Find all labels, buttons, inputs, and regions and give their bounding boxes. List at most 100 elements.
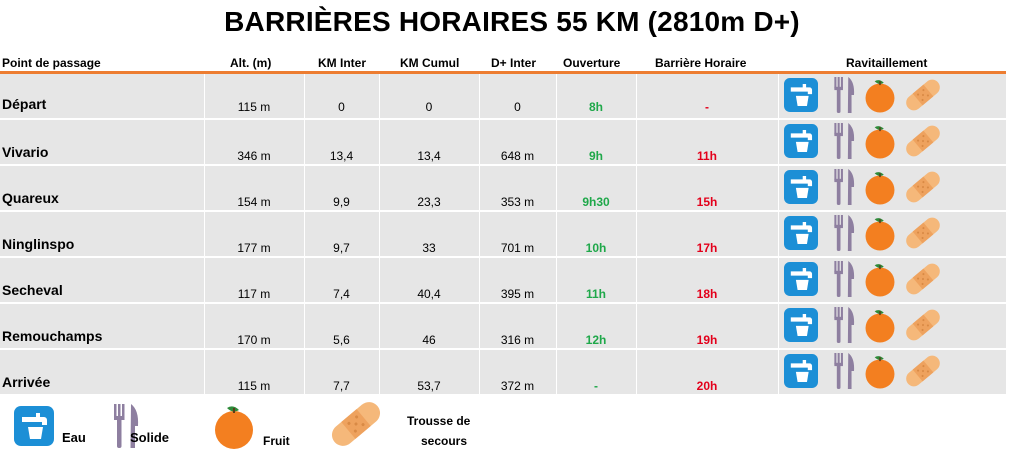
cell-divider bbox=[304, 258, 305, 303]
legend-solide-label: Solide bbox=[130, 430, 170, 445]
cell-d-inter: 316 m bbox=[500, 333, 535, 347]
cell-alt: 170 m bbox=[237, 333, 271, 347]
water-icon bbox=[784, 261, 818, 297]
cell-barriere: 20h bbox=[696, 379, 718, 393]
cell-d-inter: 353 m bbox=[500, 195, 535, 209]
cell-km-inter: 7,4 bbox=[333, 287, 350, 301]
orange-icon bbox=[213, 402, 255, 450]
checkpoint-name: Vivario bbox=[2, 144, 49, 160]
cell-divider bbox=[636, 166, 637, 211]
ravitaillement-icons bbox=[784, 352, 954, 392]
cell-divider bbox=[479, 350, 480, 395]
cell-divider bbox=[778, 166, 779, 211]
cutlery-icon bbox=[832, 353, 858, 389]
cell-ouverture: 8h bbox=[588, 100, 603, 114]
cell-divider bbox=[379, 304, 380, 349]
cell-km-cumul: 40,4 bbox=[417, 287, 441, 301]
cell-barriere: 17h bbox=[696, 241, 718, 255]
cell-barriere: 19h bbox=[696, 333, 718, 347]
cell-divider bbox=[556, 212, 557, 257]
ravitaillement-icons bbox=[784, 122, 954, 162]
cell-divider bbox=[204, 350, 205, 395]
cutlery-icon bbox=[832, 169, 858, 205]
cell-barriere: - bbox=[705, 100, 709, 114]
page-title: BARRIÈRES HORAIRES 55 KM (2810m D+) bbox=[224, 6, 800, 37]
cell-barriere: 15h bbox=[696, 195, 718, 209]
cell-divider bbox=[379, 74, 380, 119]
cell-divider bbox=[379, 258, 380, 303]
header-km-cumul: KM Cumul bbox=[400, 56, 460, 70]
checkpoint-name: Arrivée bbox=[2, 374, 51, 390]
header-km-inter: KM Inter bbox=[318, 56, 366, 70]
water-icon bbox=[784, 123, 818, 159]
cell-d-inter: 0 bbox=[514, 100, 521, 114]
cell-divider bbox=[778, 74, 779, 119]
cell-ouverture: 9h bbox=[588, 149, 603, 163]
header-ouverture: Ouverture bbox=[563, 56, 621, 70]
header-point: Point de passage bbox=[2, 56, 101, 70]
checkpoint-name: Remouchamps bbox=[2, 328, 103, 344]
cell-divider bbox=[778, 258, 779, 303]
orange-icon bbox=[864, 306, 896, 344]
cell-d-inter: 701 m bbox=[500, 241, 535, 255]
cell-ouverture: 9h30 bbox=[582, 195, 610, 209]
checkpoint-name: Départ bbox=[2, 96, 47, 112]
cell-barriere: 11h bbox=[696, 149, 717, 163]
cell-km-cumul: 23,3 bbox=[417, 195, 441, 209]
cell-divider bbox=[479, 304, 480, 349]
orange-icon bbox=[864, 214, 896, 252]
water-icon bbox=[784, 307, 818, 343]
water-icon bbox=[784, 77, 818, 113]
cell-divider bbox=[636, 74, 637, 119]
legend: Eau Solide Fruit Trousse de secours bbox=[0, 398, 1024, 475]
bandage-icon bbox=[902, 168, 944, 206]
table-header: Point de passage Alt. (m) KM Inter KM Cu… bbox=[0, 52, 1006, 74]
cell-divider bbox=[304, 166, 305, 211]
bandage-icon bbox=[902, 352, 944, 390]
cutlery-icon bbox=[832, 307, 858, 343]
cell-divider bbox=[636, 304, 637, 349]
cell-ouverture: 10h bbox=[585, 241, 607, 255]
cell-km-inter: 13,4 bbox=[329, 149, 354, 163]
orange-icon bbox=[864, 260, 896, 298]
cell-divider bbox=[556, 74, 557, 119]
cell-alt: 115 m bbox=[237, 379, 271, 393]
table-row: Quareux 154 m 9,9 23,3 353 m 9h30 15h bbox=[0, 166, 1006, 211]
cell-divider bbox=[204, 120, 205, 165]
cell-divider bbox=[556, 120, 557, 165]
cell-km-cumul: 46 bbox=[422, 333, 436, 347]
checkpoint-name: Secheval bbox=[2, 282, 63, 298]
cell-divider bbox=[304, 212, 305, 257]
orange-icon bbox=[864, 168, 896, 206]
orange-icon bbox=[864, 76, 896, 114]
cell-d-inter: 648 m bbox=[500, 149, 535, 163]
cutlery-icon bbox=[832, 215, 858, 251]
table-row: Ninglinspo 177 m 9,7 33 701 m 10h 17h bbox=[0, 212, 1006, 257]
ravitaillement-icons bbox=[784, 76, 954, 116]
cell-km-cumul: 33 bbox=[422, 241, 436, 255]
cell-divider bbox=[778, 304, 779, 349]
cell-divider bbox=[204, 166, 205, 211]
cell-divider bbox=[304, 350, 305, 395]
cell-divider bbox=[778, 120, 779, 165]
header-underline bbox=[0, 71, 1006, 74]
cell-d-inter: 372 m bbox=[500, 379, 535, 393]
cell-divider bbox=[304, 120, 305, 165]
cell-divider bbox=[479, 166, 480, 211]
cell-divider bbox=[479, 258, 480, 303]
cell-ouverture: 12h bbox=[585, 333, 607, 347]
cell-km-inter: 7,7 bbox=[333, 379, 350, 393]
bandage-icon bbox=[326, 398, 386, 450]
cell-divider bbox=[379, 350, 380, 395]
cell-divider bbox=[556, 304, 557, 349]
cell-divider bbox=[556, 350, 557, 395]
cell-alt: 115 m bbox=[237, 100, 271, 114]
cell-km-cumul: 0 bbox=[425, 100, 433, 114]
ravitaillement-icons bbox=[784, 306, 954, 346]
bandage-icon bbox=[902, 122, 944, 160]
ravitaillement-icons bbox=[784, 168, 954, 208]
cell-divider bbox=[636, 350, 637, 395]
cell-divider bbox=[636, 120, 637, 165]
table-row: Arrivée 115 m 7,7 53,7 372 m - 20h bbox=[0, 350, 1006, 395]
cell-divider bbox=[556, 258, 557, 303]
